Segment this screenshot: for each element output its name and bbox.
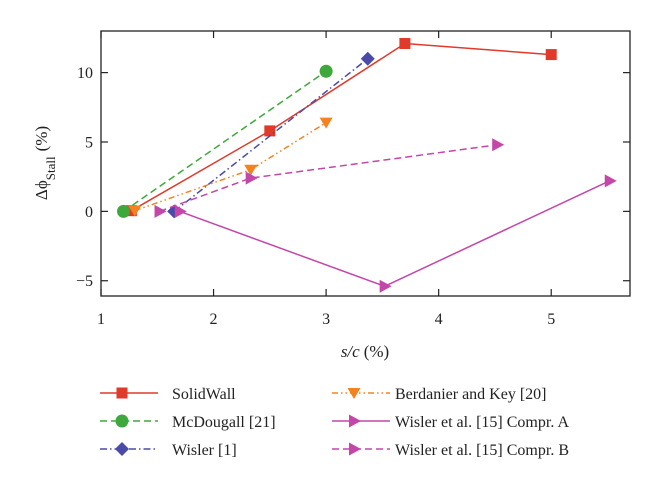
data-point	[379, 279, 392, 293]
data-point	[319, 117, 333, 129]
legend-entry: Wisler et al. [15] Compr. B	[332, 442, 569, 459]
data-point	[117, 204, 131, 218]
data-point	[244, 164, 258, 176]
legend-label: SolidWall	[172, 386, 236, 403]
legend-label: Wisler et al. [15] Compr. A	[395, 414, 569, 431]
legend-marker	[115, 414, 129, 428]
x-axis-label: s/c (%)	[341, 342, 389, 361]
series-line	[123, 70, 327, 213]
series-layer	[117, 37, 617, 293]
series-line	[131, 42, 552, 212]
legend-marker	[115, 442, 129, 456]
series-line	[179, 180, 611, 288]
data-point	[264, 125, 276, 137]
data-point	[360, 51, 375, 66]
legend-marker	[349, 442, 361, 456]
x-tick-label: 4	[435, 311, 443, 328]
legend-entry: Wisler et al. [15] Compr. A	[332, 414, 569, 431]
data-point	[154, 204, 167, 218]
axis-ticks: 1 2 3 4 5 −5 0 5 10	[76, 31, 630, 328]
axis-labels: s/c (%) ΔϕStall(%)	[32, 126, 389, 361]
series-line	[173, 58, 369, 212]
x-tick-label: 2	[210, 311, 218, 328]
series-line	[134, 121, 327, 212]
plot-area	[100, 30, 631, 297]
series-1	[125, 37, 557, 217]
legend-label: Wisler et al. [15] Compr. B	[395, 442, 569, 459]
y-tick-label: 0	[85, 204, 93, 221]
legend-entry: Wisler [1]	[100, 442, 237, 459]
y-tick-label: 10	[77, 65, 93, 82]
data-point	[128, 205, 142, 217]
legend-label: McDougall [21]	[172, 414, 276, 431]
series-2	[117, 64, 333, 218]
legend-marker	[116, 387, 128, 399]
series-5	[174, 174, 617, 293]
legend-label: Wisler [1]	[172, 442, 237, 459]
data-point	[399, 37, 411, 49]
data-point	[545, 49, 557, 61]
data-point	[604, 174, 617, 188]
series-line	[159, 144, 498, 213]
legend-marker	[347, 388, 361, 399]
series-6	[154, 138, 505, 218]
x-tick-label: 3	[322, 311, 330, 328]
x-tick-label: 5	[547, 311, 555, 328]
data-point	[174, 204, 187, 218]
y-tick-label: −5	[76, 273, 93, 290]
legend: SolidWall McDougall [21] Wisler [1] Berdani…	[100, 386, 569, 459]
data-point	[319, 64, 333, 78]
plot-frame	[100, 30, 631, 297]
x-tick-label: 1	[97, 311, 105, 328]
series-4	[128, 117, 333, 217]
legend-entry: Berdanier and Key [20]	[332, 386, 547, 403]
y-axis-label: ΔϕStall(%)	[32, 126, 58, 200]
y-tick-label: 5	[85, 134, 93, 151]
legend-entry: SolidWall	[100, 386, 236, 403]
legend-entry: McDougall [21]	[100, 414, 276, 431]
legend-marker	[349, 414, 361, 428]
legend-label: Berdanier and Key [20]	[395, 386, 547, 403]
data-point	[245, 171, 258, 185]
data-point	[492, 138, 505, 152]
